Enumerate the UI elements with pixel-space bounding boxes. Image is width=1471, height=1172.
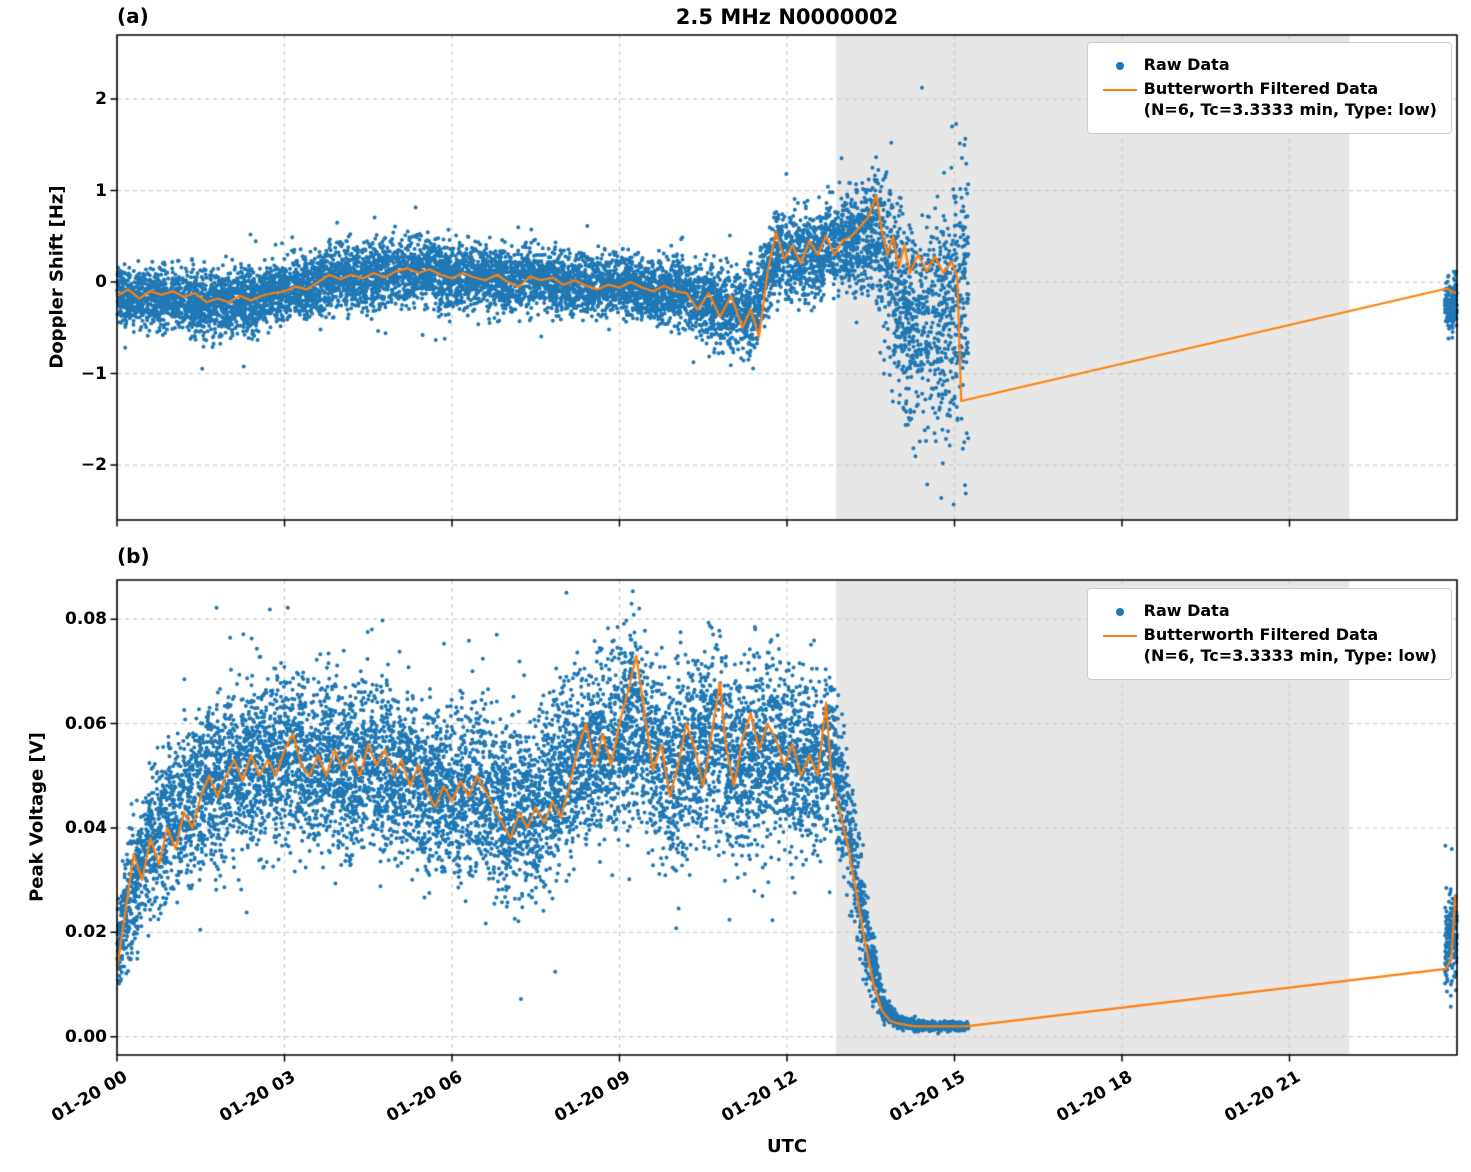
legend-filtered-line1: Butterworth Filtered Data xyxy=(1143,79,1379,98)
legend-filtered-line1: Butterworth Filtered Data xyxy=(1143,625,1379,644)
legend-filtered-label: Butterworth Filtered Data (N=6, Tc=3.333… xyxy=(1144,625,1437,667)
legend-filtered-line2: (N=6, Tc=3.3333 min, Type: low) xyxy=(1143,99,1437,119)
filtered-line-marker-icon xyxy=(1096,79,1144,100)
legend-filtered-entry: Butterworth Filtered Data (N=6, Tc=3.333… xyxy=(1096,79,1437,121)
raw-data-marker-icon xyxy=(1096,55,1144,76)
legend-filtered-label: Butterworth Filtered Data (N=6, Tc=3.333… xyxy=(1144,79,1437,121)
y-tick-label: 0.00 xyxy=(65,1026,107,1047)
legend-raw-entry: Raw Data xyxy=(1096,55,1437,76)
legend-filtered-line2: (N=6, Tc=3.3333 min, Type: low) xyxy=(1143,645,1437,665)
panel-b-label: (b) xyxy=(117,544,150,568)
legend-raw-label: Raw Data xyxy=(1143,601,1230,620)
y-tick-label: 1 xyxy=(95,180,107,201)
y-tick-label: 2 xyxy=(95,89,107,110)
y-tick-label: 0.02 xyxy=(65,922,107,943)
filtered-line-marker-icon xyxy=(1096,625,1144,646)
legend-raw-label: Raw Data xyxy=(1143,55,1230,74)
panel-b-legend: Raw Data Butterworth Filtered Data (N=6,… xyxy=(1086,588,1452,680)
y-tick-label: −2 xyxy=(80,455,107,476)
legend-raw-entry: Raw Data xyxy=(1096,601,1437,622)
y-tick-label: 0.06 xyxy=(65,713,107,734)
legend-filtered-entry: Butterworth Filtered Data (N=6, Tc=3.333… xyxy=(1096,625,1437,667)
raw-data-marker-icon xyxy=(1096,601,1144,622)
y-tick-label: −1 xyxy=(80,363,107,384)
panel-a-legend: Raw Data Butterworth Filtered Data (N=6,… xyxy=(1086,42,1452,134)
x-axis-label: UTC xyxy=(766,1136,808,1157)
y-tick-label: 0 xyxy=(95,272,107,293)
y-tick-label: 0.04 xyxy=(65,817,107,838)
y-tick-label: 0.08 xyxy=(65,609,107,630)
